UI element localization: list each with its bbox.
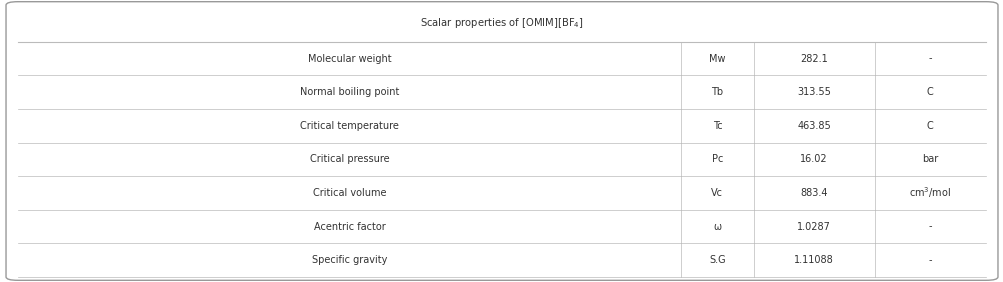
Text: Tb: Tb: [710, 87, 723, 97]
Text: Molecular weight: Molecular weight: [308, 54, 391, 63]
Text: C: C: [926, 87, 933, 97]
Text: Scalar properties of [OMIM][BF$_4$]: Scalar properties of [OMIM][BF$_4$]: [419, 16, 584, 30]
Text: Normal boiling point: Normal boiling point: [300, 87, 399, 97]
Text: Vc: Vc: [711, 188, 722, 198]
Text: Mw: Mw: [708, 54, 725, 63]
Text: 313.55: 313.55: [796, 87, 830, 97]
Text: -: -: [928, 54, 931, 63]
Text: Critical volume: Critical volume: [313, 188, 386, 198]
Text: -: -: [928, 222, 931, 232]
Text: 1.0287: 1.0287: [796, 222, 830, 232]
Text: Specific gravity: Specific gravity: [312, 255, 387, 265]
Text: Pc: Pc: [711, 154, 722, 164]
FancyBboxPatch shape: [6, 2, 997, 280]
Text: Tc: Tc: [712, 121, 721, 131]
Text: 282.1: 282.1: [799, 54, 827, 63]
Text: 16.02: 16.02: [799, 154, 827, 164]
Text: Critical temperature: Critical temperature: [300, 121, 398, 131]
Text: bar: bar: [921, 154, 938, 164]
Text: C: C: [926, 121, 933, 131]
Text: 1.11088: 1.11088: [793, 255, 833, 265]
Text: Critical pressure: Critical pressure: [310, 154, 389, 164]
Text: 883.4: 883.4: [799, 188, 827, 198]
Text: Acentric factor: Acentric factor: [313, 222, 385, 232]
Text: ω: ω: [712, 222, 721, 232]
Text: -: -: [928, 255, 931, 265]
Text: 463.85: 463.85: [796, 121, 830, 131]
Text: S.G: S.G: [708, 255, 725, 265]
Text: cm$^3$/mol: cm$^3$/mol: [909, 186, 951, 200]
